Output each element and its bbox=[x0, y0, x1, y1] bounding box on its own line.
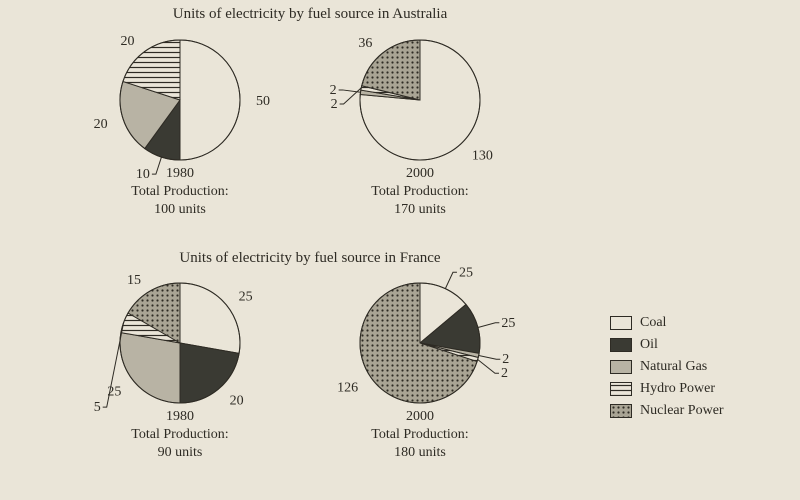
slice-coal bbox=[180, 40, 240, 160]
slice-label-coal: 50 bbox=[256, 94, 270, 109]
slice-coal bbox=[180, 283, 240, 353]
legend-item-nuclear: Nuclear Power bbox=[610, 403, 724, 419]
caption-year: 2000 bbox=[330, 165, 510, 183]
legend-swatch-coal bbox=[610, 316, 632, 330]
legend-swatch-oil bbox=[610, 338, 632, 352]
slice-label-natural_gas: 20 bbox=[94, 117, 108, 132]
page: Units of electricity by fuel source in A… bbox=[0, 0, 800, 500]
caption-year: 1980 bbox=[90, 165, 270, 183]
legend-swatch-natural_gas bbox=[610, 360, 632, 374]
legend-label: Coal bbox=[640, 315, 666, 331]
caption-aus-1980: 1980 Total Production: 100 units bbox=[90, 165, 270, 220]
caption-aus-2000: 2000 Total Production: 170 units bbox=[330, 165, 510, 220]
legend-label: Hydro Power bbox=[640, 381, 715, 397]
slice-natural_gas bbox=[120, 333, 180, 403]
legend-item-oil: Oil bbox=[610, 337, 724, 353]
legend-item-hydro: Hydro Power bbox=[610, 381, 724, 397]
caption-units: 170 units bbox=[330, 201, 510, 219]
legend-swatch-hydro bbox=[610, 382, 632, 396]
caption-fra-1980: 1980 Total Production: 90 units bbox=[90, 408, 270, 463]
caption-units: 180 units bbox=[330, 444, 510, 462]
caption-year: 1980 bbox=[90, 408, 270, 426]
caption-units: 100 units bbox=[90, 201, 270, 219]
slice-label-oil: 25 bbox=[501, 316, 515, 331]
legend-item-natural_gas: Natural Gas bbox=[610, 359, 724, 375]
slice-label-hydro: 2 bbox=[501, 366, 508, 381]
slice-label-hydro: 2 bbox=[331, 97, 338, 112]
slice-label-natural_gas: 2 bbox=[502, 352, 509, 367]
slice-label-oil: 20 bbox=[230, 394, 244, 409]
slice-label-natural_gas: 2 bbox=[330, 83, 337, 98]
legend-label: Natural Gas bbox=[640, 359, 707, 375]
slice-label-nuclear: 36 bbox=[358, 36, 372, 51]
caption-line: Total Production: bbox=[90, 426, 270, 444]
legend: Coal Oil Natural Gas Hydro Power Nuclear Pow… bbox=[610, 315, 724, 425]
legend-label: Oil bbox=[640, 337, 658, 353]
caption-line: Total Production: bbox=[90, 183, 270, 201]
caption-fra-2000: 2000 Total Production: 180 units bbox=[330, 408, 510, 463]
slice-label-coal: 25 bbox=[239, 289, 253, 304]
caption-line: Total Production: bbox=[330, 426, 510, 444]
slice-label-hydro: 20 bbox=[121, 34, 135, 49]
caption-units: 90 units bbox=[90, 444, 270, 462]
slice-label-coal: 130 bbox=[472, 149, 493, 164]
legend-swatch-nuclear bbox=[610, 404, 632, 418]
caption-line: Total Production: bbox=[330, 183, 510, 201]
legend-item-coal: Coal bbox=[610, 315, 724, 331]
slice-label-nuclear: 126 bbox=[337, 380, 358, 395]
caption-year: 2000 bbox=[330, 408, 510, 426]
slice-label-coal: 25 bbox=[459, 265, 473, 280]
legend-label: Nuclear Power bbox=[640, 403, 724, 419]
slice-label-nuclear: 15 bbox=[127, 273, 141, 288]
